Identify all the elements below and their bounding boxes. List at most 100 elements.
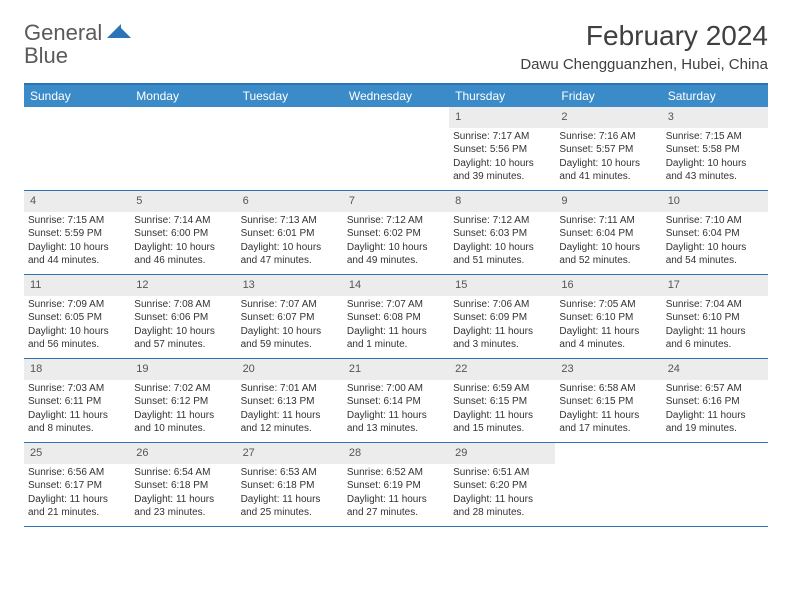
day-info-line: Sunrise: 6:57 AM: [666, 382, 764, 396]
weekday-sat: Saturday: [662, 85, 768, 107]
day-body: Sunrise: 7:16 AMSunset: 5:57 PMDaylight:…: [555, 128, 661, 188]
weekday-mon: Monday: [130, 85, 236, 107]
day-number: 7: [343, 191, 449, 212]
day-info-line: Sunset: 6:03 PM: [453, 227, 551, 241]
logo-word2: Blue: [24, 43, 68, 68]
calendar-day-cell: [662, 443, 768, 526]
day-body: Sunrise: 7:03 AMSunset: 6:11 PMDaylight:…: [24, 380, 130, 440]
day-info-line: Daylight: 11 hours and 28 minutes.: [453, 493, 551, 520]
calendar-day-cell: 1Sunrise: 7:17 AMSunset: 5:56 PMDaylight…: [449, 107, 555, 190]
day-info-line: Daylight: 10 hours and 52 minutes.: [559, 241, 657, 268]
day-info-line: Daylight: 11 hours and 15 minutes.: [453, 409, 551, 436]
calendar-day-cell: 9Sunrise: 7:11 AMSunset: 6:04 PMDaylight…: [555, 191, 661, 274]
calendar-day-cell: 18Sunrise: 7:03 AMSunset: 6:11 PMDayligh…: [24, 359, 130, 442]
day-body: Sunrise: 6:54 AMSunset: 6:18 PMDaylight:…: [130, 464, 236, 524]
day-number: 15: [449, 275, 555, 296]
calendar-day-cell: 19Sunrise: 7:02 AMSunset: 6:12 PMDayligh…: [130, 359, 236, 442]
day-info-line: Daylight: 11 hours and 27 minutes.: [347, 493, 445, 520]
calendar-day-cell: 6Sunrise: 7:13 AMSunset: 6:01 PMDaylight…: [237, 191, 343, 274]
day-body: Sunrise: 7:00 AMSunset: 6:14 PMDaylight:…: [343, 380, 449, 440]
day-body: Sunrise: 7:06 AMSunset: 6:09 PMDaylight:…: [449, 296, 555, 356]
calendar-day-cell: 22Sunrise: 6:59 AMSunset: 6:15 PMDayligh…: [449, 359, 555, 442]
day-number: 5: [130, 191, 236, 212]
day-info-line: Sunrise: 7:12 AM: [453, 214, 551, 228]
calendar-day-cell: 24Sunrise: 6:57 AMSunset: 6:16 PMDayligh…: [662, 359, 768, 442]
day-info-line: Daylight: 10 hours and 56 minutes.: [28, 325, 126, 352]
day-info-line: Sunset: 6:19 PM: [347, 479, 445, 493]
day-body: Sunrise: 6:53 AMSunset: 6:18 PMDaylight:…: [237, 464, 343, 524]
day-info-line: Sunset: 6:10 PM: [666, 311, 764, 325]
day-info-line: Sunrise: 7:16 AM: [559, 130, 657, 144]
day-body: Sunrise: 7:07 AMSunset: 6:08 PMDaylight:…: [343, 296, 449, 356]
day-body: Sunrise: 7:01 AMSunset: 6:13 PMDaylight:…: [237, 380, 343, 440]
weekday-thu: Thursday: [449, 85, 555, 107]
day-info-line: Sunset: 5:58 PM: [666, 143, 764, 157]
day-info-line: Sunrise: 6:51 AM: [453, 466, 551, 480]
calendar-day-cell: 10Sunrise: 7:10 AMSunset: 6:04 PMDayligh…: [662, 191, 768, 274]
day-info-line: Sunrise: 6:54 AM: [134, 466, 232, 480]
day-info-line: Sunset: 6:04 PM: [559, 227, 657, 241]
day-info-line: Daylight: 10 hours and 59 minutes.: [241, 325, 339, 352]
calendar-day-cell: [130, 107, 236, 190]
weekday-header-row: Sunday Monday Tuesday Wednesday Thursday…: [24, 85, 768, 107]
day-body: Sunrise: 6:56 AMSunset: 6:17 PMDaylight:…: [24, 464, 130, 524]
calendar-day-cell: 27Sunrise: 6:53 AMSunset: 6:18 PMDayligh…: [237, 443, 343, 526]
day-info-line: Sunrise: 7:17 AM: [453, 130, 551, 144]
day-info-line: Sunrise: 7:12 AM: [347, 214, 445, 228]
day-info-line: Daylight: 10 hours and 41 minutes.: [559, 157, 657, 184]
day-body: Sunrise: 7:07 AMSunset: 6:07 PMDaylight:…: [237, 296, 343, 356]
day-body: Sunrise: 6:59 AMSunset: 6:15 PMDaylight:…: [449, 380, 555, 440]
day-info-line: Sunrise: 7:02 AM: [134, 382, 232, 396]
calendar-week: 11Sunrise: 7:09 AMSunset: 6:05 PMDayligh…: [24, 275, 768, 359]
day-info-line: Sunrise: 7:15 AM: [28, 214, 126, 228]
calendar-week: 1Sunrise: 7:17 AMSunset: 5:56 PMDaylight…: [24, 107, 768, 191]
day-info-line: Daylight: 11 hours and 23 minutes.: [134, 493, 232, 520]
day-info-line: Sunset: 6:00 PM: [134, 227, 232, 241]
day-info-line: Sunrise: 6:53 AM: [241, 466, 339, 480]
day-info-line: Daylight: 11 hours and 10 minutes.: [134, 409, 232, 436]
calendar-day-cell: 7Sunrise: 7:12 AMSunset: 6:02 PMDaylight…: [343, 191, 449, 274]
day-info-line: Sunset: 6:01 PM: [241, 227, 339, 241]
day-number: 16: [555, 275, 661, 296]
day-info-line: Daylight: 11 hours and 3 minutes.: [453, 325, 551, 352]
day-info-line: Daylight: 10 hours and 54 minutes.: [666, 241, 764, 268]
day-number: 20: [237, 359, 343, 380]
calendar-grid: 1Sunrise: 7:17 AMSunset: 5:56 PMDaylight…: [24, 107, 768, 527]
day-info-line: Daylight: 11 hours and 17 minutes.: [559, 409, 657, 436]
calendar-day-cell: 14Sunrise: 7:07 AMSunset: 6:08 PMDayligh…: [343, 275, 449, 358]
day-number: 17: [662, 275, 768, 296]
day-body: Sunrise: 7:04 AMSunset: 6:10 PMDaylight:…: [662, 296, 768, 356]
day-info-line: Sunset: 6:09 PM: [453, 311, 551, 325]
logo-text: General Blue: [24, 20, 133, 68]
day-number: 13: [237, 275, 343, 296]
day-info-line: Daylight: 11 hours and 8 minutes.: [28, 409, 126, 436]
day-info-line: Sunset: 6:11 PM: [28, 395, 126, 409]
day-info-line: Sunrise: 7:07 AM: [241, 298, 339, 312]
day-info-line: Sunset: 6:15 PM: [559, 395, 657, 409]
calendar-day-cell: 16Sunrise: 7:05 AMSunset: 6:10 PMDayligh…: [555, 275, 661, 358]
day-number: 11: [24, 275, 130, 296]
day-number: 28: [343, 443, 449, 464]
calendar-day-cell: 5Sunrise: 7:14 AMSunset: 6:00 PMDaylight…: [130, 191, 236, 274]
day-info-line: Sunrise: 7:15 AM: [666, 130, 764, 144]
calendar-day-cell: 25Sunrise: 6:56 AMSunset: 6:17 PMDayligh…: [24, 443, 130, 526]
day-info-line: Sunrise: 7:09 AM: [28, 298, 126, 312]
day-body: Sunrise: 7:15 AMSunset: 5:59 PMDaylight:…: [24, 212, 130, 272]
header: General Blue February 2024 Dawu Chenggua…: [24, 20, 768, 73]
day-info-line: Sunset: 6:17 PM: [28, 479, 126, 493]
day-info-line: Sunrise: 7:14 AM: [134, 214, 232, 228]
day-info-line: Sunrise: 7:03 AM: [28, 382, 126, 396]
day-info-line: Sunset: 5:59 PM: [28, 227, 126, 241]
day-number: 25: [24, 443, 130, 464]
weekday-sun: Sunday: [24, 85, 130, 107]
day-number: 21: [343, 359, 449, 380]
day-info-line: Sunrise: 7:04 AM: [666, 298, 764, 312]
calendar-day-cell: 20Sunrise: 7:01 AMSunset: 6:13 PMDayligh…: [237, 359, 343, 442]
weekday-fri: Friday: [555, 85, 661, 107]
day-body: Sunrise: 7:12 AMSunset: 6:03 PMDaylight:…: [449, 212, 555, 272]
day-info-line: Sunset: 5:57 PM: [559, 143, 657, 157]
day-number: 14: [343, 275, 449, 296]
title-block: February 2024 Dawu Chengguanzhen, Hubei,…: [520, 20, 768, 73]
calendar-day-cell: [237, 107, 343, 190]
day-number: 23: [555, 359, 661, 380]
